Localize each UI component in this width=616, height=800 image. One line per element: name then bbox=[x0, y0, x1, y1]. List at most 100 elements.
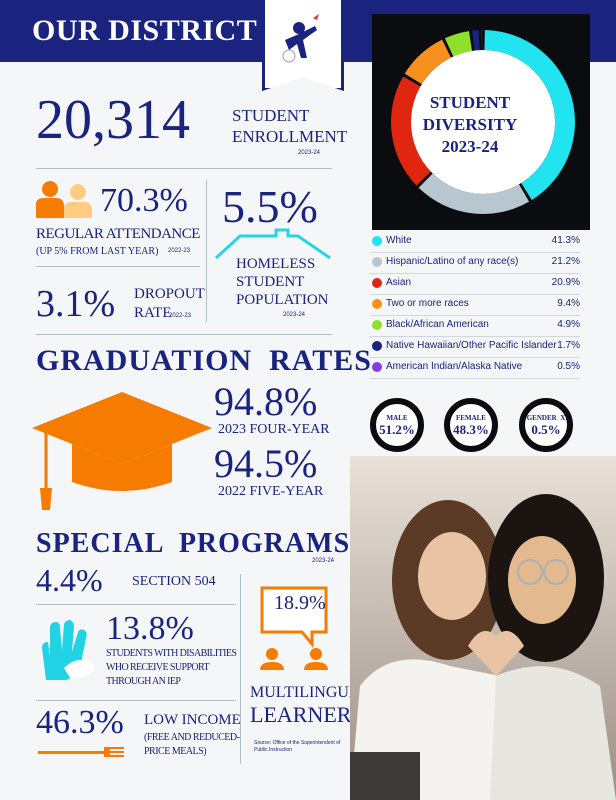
dropout-line-1: DROPOUT bbox=[134, 286, 205, 302]
attendance-year: 2022-23 bbox=[168, 248, 191, 254]
legend-item: Hispanic/Latino of any race(s) 21.2% bbox=[370, 253, 580, 274]
divider-vertical bbox=[206, 180, 207, 322]
legend-item: Two or more races 9.4% bbox=[370, 295, 580, 316]
legend-label: Two or more races bbox=[386, 298, 469, 309]
section504-label: SECTION 504 bbox=[132, 574, 216, 589]
logo-figure-icon bbox=[282, 14, 319, 63]
gender-female-badge: FEMALE 48.3% bbox=[444, 398, 498, 452]
male-value: 51.2% bbox=[379, 422, 415, 437]
attendance-sub: (UP 5% FROM LAST YEAR) bbox=[36, 246, 159, 257]
donut-slice bbox=[391, 76, 431, 186]
gender-x-badge: GENDER X 0.5% bbox=[519, 398, 573, 452]
low-income-sub-2: PRICE MEALS) bbox=[144, 746, 207, 757]
disabilities-line-2: WHO RECEIVE SUPPORT bbox=[106, 662, 210, 673]
legend-item: White 41.3% bbox=[370, 232, 580, 253]
legend-value: 1.7% bbox=[557, 340, 580, 351]
source-note: Source: Office of the Superintendent of … bbox=[254, 740, 341, 753]
legend-item: Black/African American 4.9% bbox=[370, 316, 580, 337]
female-value: 48.3% bbox=[453, 422, 489, 437]
divider bbox=[36, 266, 200, 267]
legend-swatch bbox=[372, 278, 382, 288]
legend-value: 20.9% bbox=[551, 277, 580, 288]
legend-item: Native Hawaiian/Other Pacific Islander 1.… bbox=[370, 337, 580, 358]
legend-swatch bbox=[372, 257, 382, 267]
homeless-value: 5.5% bbox=[222, 181, 318, 232]
gender-male-badge: MALE 51.2% bbox=[370, 398, 424, 452]
multilingual-value: 18.9% bbox=[274, 592, 326, 614]
grad-five-year-label: 2022 FIVE-YEAR bbox=[218, 484, 324, 499]
female-label: FEMALE bbox=[456, 414, 486, 422]
legend-item: Asian 20.9% bbox=[370, 274, 580, 295]
speech-bubble-people-icon bbox=[260, 586, 328, 670]
legend-value: 9.4% bbox=[557, 298, 580, 309]
enrollment-value: 20,314 bbox=[36, 89, 190, 151]
multilingual-line-2: LEARNER bbox=[250, 702, 352, 727]
homeless-line-1: HOMELESS bbox=[236, 256, 316, 272]
x-value: 0.5% bbox=[531, 422, 561, 437]
x-label: GENDER bbox=[526, 414, 557, 422]
diversity-title-1: STUDENT bbox=[429, 93, 511, 112]
people-icon bbox=[36, 181, 92, 218]
donut-slice bbox=[484, 30, 575, 200]
students-photo bbox=[350, 456, 616, 800]
divider bbox=[36, 168, 332, 169]
special-heading: SPECIAL PROGRAMS bbox=[36, 528, 351, 559]
male-label: MALE bbox=[386, 414, 408, 422]
enrollment-label-1: STUDENT bbox=[232, 106, 310, 125]
enrollment-year: 2023-24 bbox=[298, 150, 321, 156]
legend-value: 4.9% bbox=[557, 319, 580, 330]
legend-label: Hispanic/Latino of any race(s) bbox=[386, 256, 519, 267]
donut-slice bbox=[481, 30, 483, 51]
donut-slice bbox=[444, 31, 473, 57]
house-outline-icon bbox=[214, 228, 331, 260]
grad-four-year-label: 2023 FOUR-YEAR bbox=[218, 422, 330, 437]
diversity-title-2: DIVERSITY bbox=[422, 115, 518, 134]
legend-label: Asian bbox=[386, 277, 412, 288]
attendance-value: 70.3% bbox=[100, 182, 188, 219]
diversity-donut-chart bbox=[391, 30, 575, 214]
legend-swatch bbox=[372, 299, 382, 309]
fork-icon bbox=[38, 747, 124, 757]
disabilities-value: 13.8% bbox=[106, 610, 194, 647]
hands-icon bbox=[42, 620, 95, 680]
donut-slice bbox=[472, 30, 480, 51]
divider bbox=[36, 604, 236, 605]
grad-five-year-value: 94.5% bbox=[214, 441, 318, 486]
district-logo bbox=[262, 0, 344, 91]
low-income-label: LOW INCOME bbox=[144, 712, 241, 728]
divider-vertical bbox=[240, 574, 241, 764]
graduation-heading: GRADUATION RATES bbox=[36, 344, 372, 377]
legend-swatch bbox=[372, 320, 382, 330]
x-letter: X bbox=[560, 414, 566, 422]
donut-slice bbox=[404, 39, 451, 85]
legend-label: White bbox=[386, 235, 412, 246]
divider bbox=[36, 700, 236, 701]
section504-value: 4.4% bbox=[36, 562, 103, 598]
diversity-title-3: 2023-24 bbox=[441, 137, 499, 156]
homeless-line-3: POPULATION bbox=[236, 292, 329, 308]
donut-slice bbox=[418, 173, 530, 214]
low-income-value: 46.3% bbox=[36, 704, 124, 741]
legend-label: Black/African American bbox=[386, 319, 489, 330]
legend-value: 21.2% bbox=[551, 256, 580, 267]
special-year: 2023-24 bbox=[312, 558, 335, 564]
legend-item: American Indian/Alaska Native 0.5% bbox=[370, 358, 580, 379]
legend-value: 0.5% bbox=[557, 361, 580, 372]
donut-center bbox=[411, 50, 555, 194]
low-income-sub-1: (FREE AND REDUCED- bbox=[144, 732, 240, 743]
legend-swatch bbox=[372, 341, 382, 351]
disabilities-line-1: STUDENTS WITH DISABILITIES bbox=[106, 648, 237, 659]
attendance-label: REGULAR ATTENDANCE bbox=[36, 226, 200, 242]
legend-value: 41.3% bbox=[551, 235, 580, 246]
legend-swatch bbox=[372, 362, 382, 372]
disabilities-line-3: THROUGH AN IEP bbox=[106, 676, 181, 687]
enrollment-label-2: ENROLLMENT bbox=[232, 127, 348, 146]
dropout-line-2: RATE bbox=[134, 305, 172, 321]
homeless-year: 2023-24 bbox=[283, 312, 306, 318]
grad-four-year-value: 94.8% bbox=[214, 379, 318, 424]
page-title: OUR DISTRICT bbox=[32, 14, 258, 47]
homeless-line-2: STUDENT bbox=[236, 274, 305, 290]
graduation-cap-icon bbox=[32, 392, 212, 510]
legend-swatch bbox=[372, 236, 382, 246]
multilingual-line-1: MULTILINGUAL bbox=[250, 684, 371, 701]
